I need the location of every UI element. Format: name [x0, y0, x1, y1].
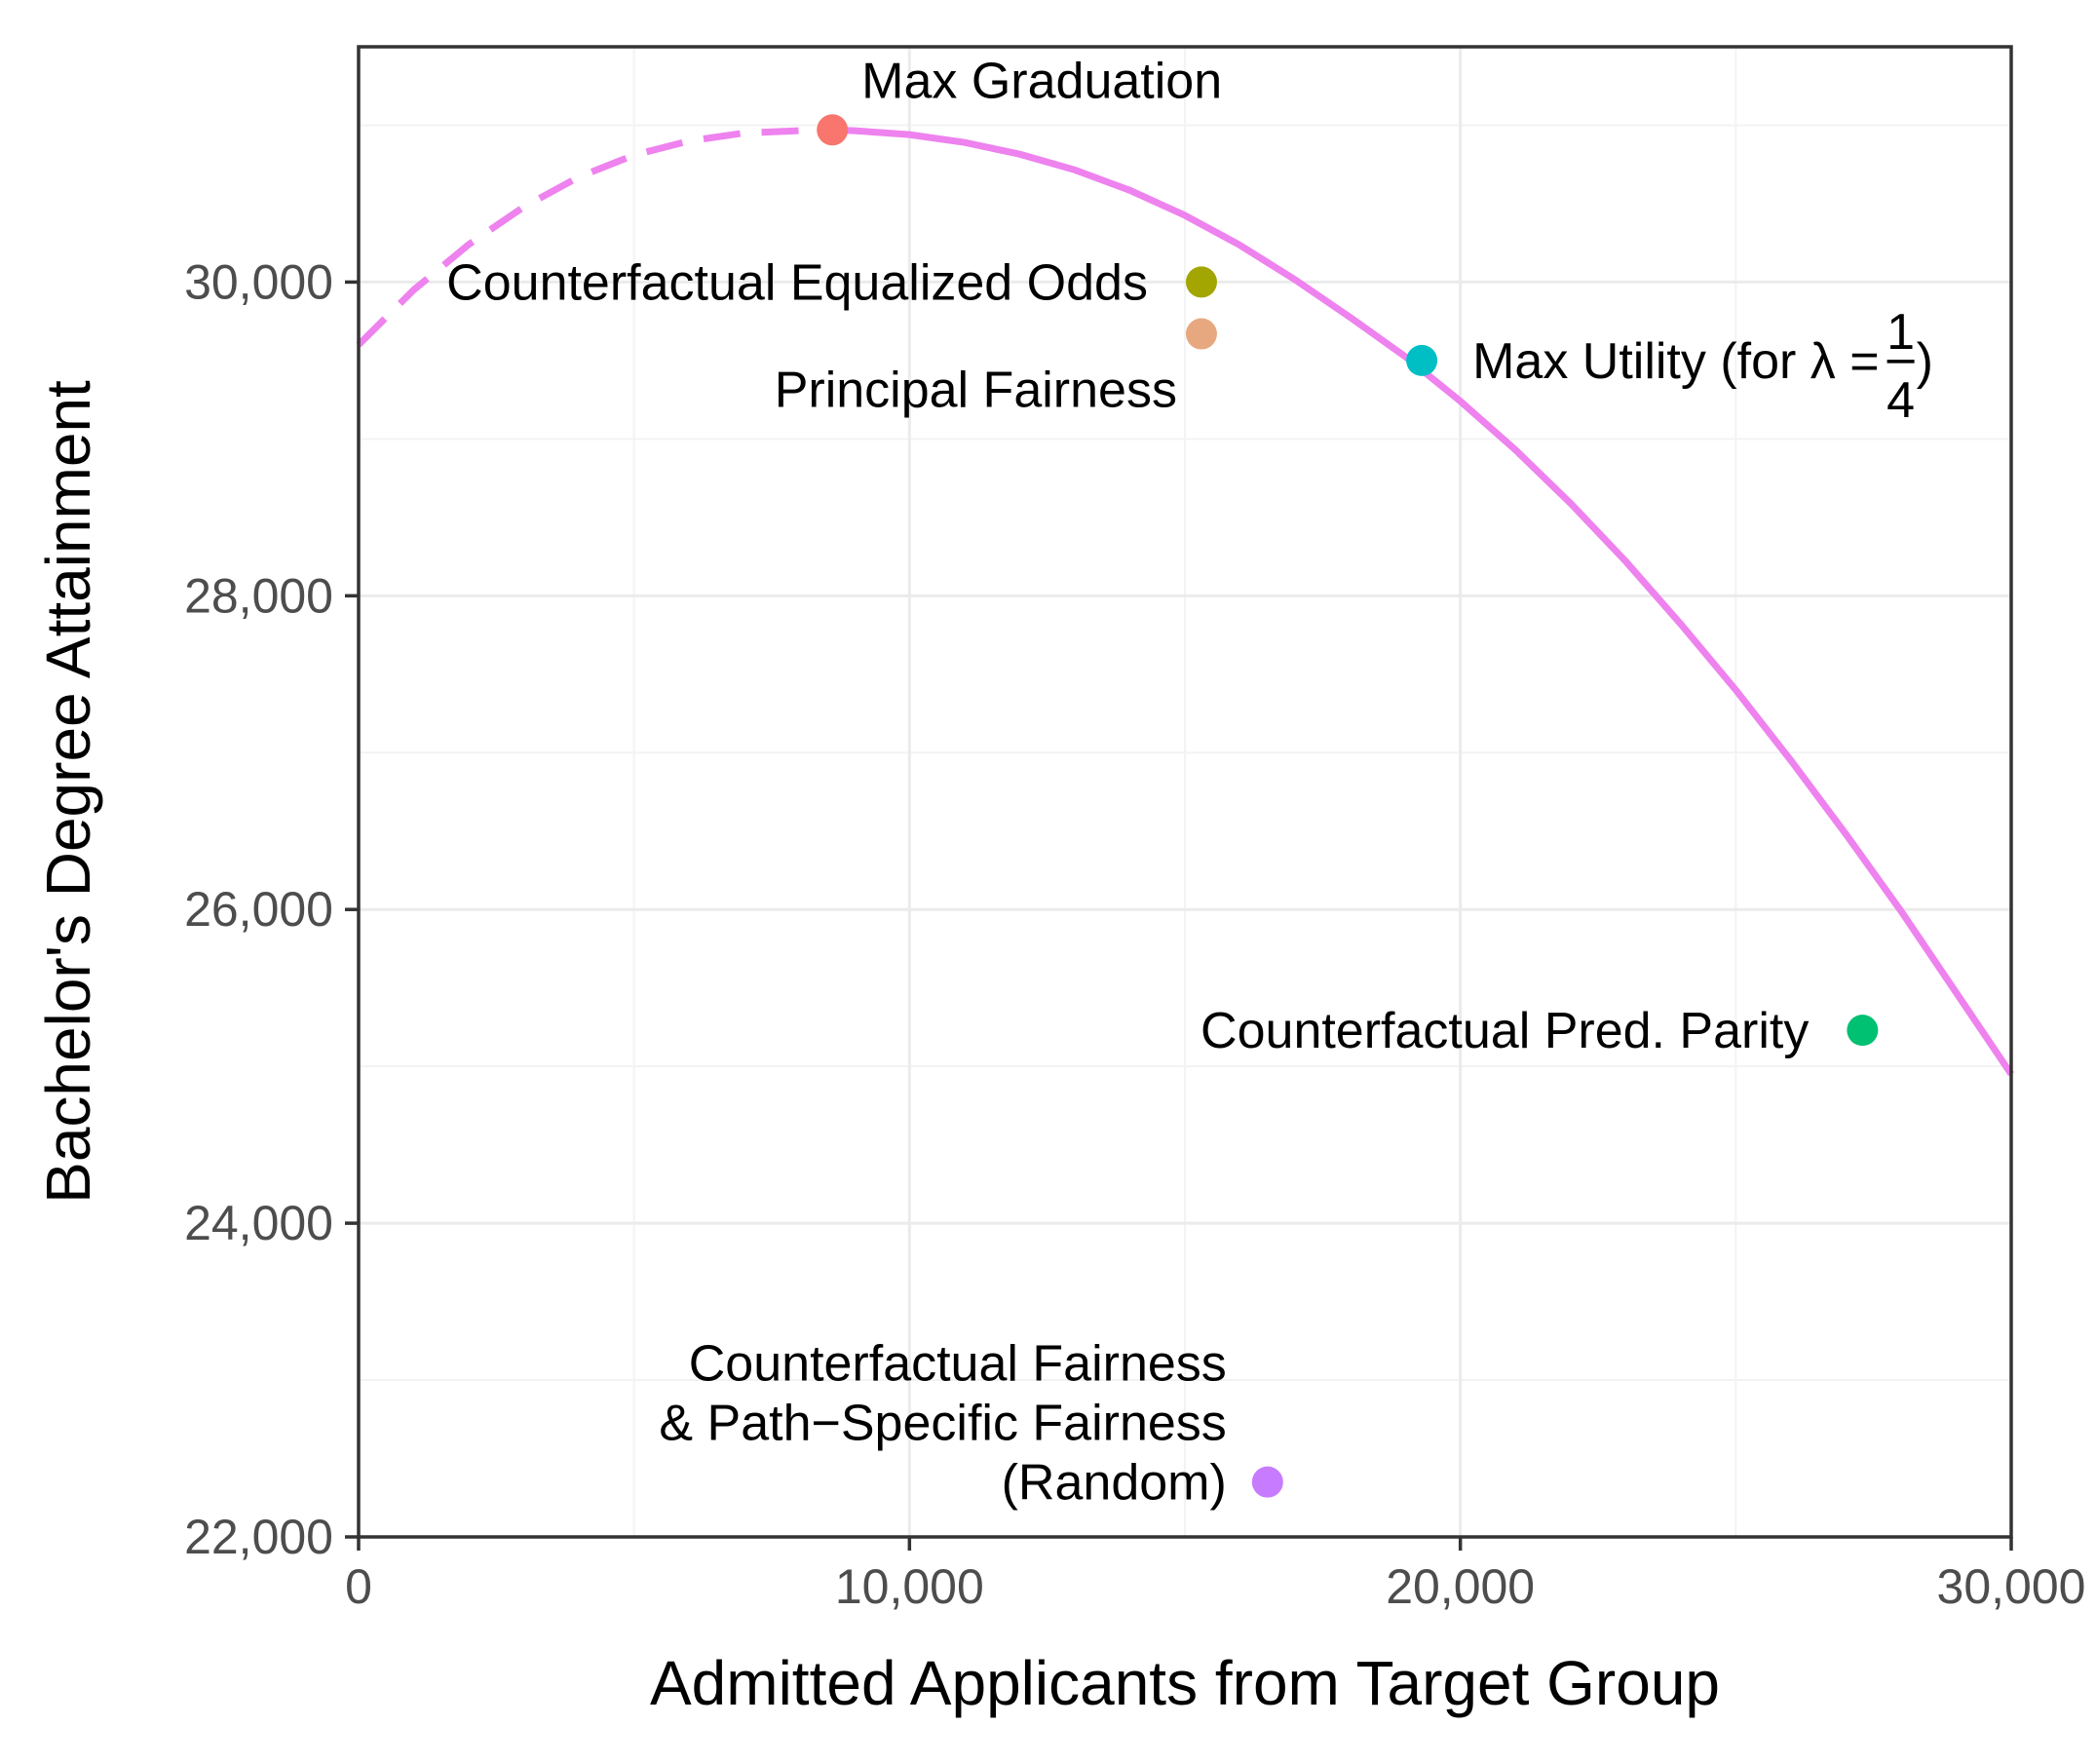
point-label-line: Counterfactual Fairness — [689, 1336, 1227, 1393]
y-tick-label: 22,000 — [184, 1510, 333, 1564]
x-tick-label: 20,000 — [1386, 1559, 1535, 1614]
plot-panel-border — [357, 45, 2013, 1539]
frontier-curve — [356, 126, 2014, 1077]
x-tick-label: 10,000 — [835, 1559, 984, 1614]
x-tick-label: 30,000 — [1937, 1559, 2086, 1614]
y-tick-label: 28,000 — [184, 568, 333, 623]
y-axis-title: Bachelor's Degree Attainment — [33, 380, 103, 1204]
y-tick-label: 26,000 — [184, 882, 333, 937]
x-axis-title: Admitted Applicants from Target Group — [650, 1648, 1720, 1718]
point-label: Max Graduation — [861, 53, 1222, 109]
y-tick-label: 24,000 — [184, 1196, 333, 1250]
points — [817, 114, 1879, 1498]
data-point — [1847, 1015, 1879, 1047]
fraction-numerator: 1 — [1886, 304, 1915, 361]
data-point — [1406, 344, 1438, 376]
point-labels: Max Graduation Counterfactual Equalized O… — [446, 53, 1933, 1511]
data-point — [817, 114, 849, 146]
point-label: Counterfactual Pred. Parity — [1200, 1003, 1809, 1059]
point-label-line: & Path−Specific Fairness — [659, 1396, 1226, 1452]
fraction-denominator: 4 — [1886, 372, 1915, 429]
point-label: Counterfactual Equalized Odds — [446, 254, 1148, 311]
point-label: Max Utility (for λ = — [1472, 333, 1880, 390]
point-label: Principal Fairness — [775, 363, 1177, 419]
data-point — [1251, 1466, 1283, 1498]
fraction-close-paren: ) — [1917, 333, 1933, 390]
frontier-curve-solid — [832, 126, 2014, 1077]
data-point — [1185, 318, 1217, 350]
axes: 0 10,000 20,000 30,000 22,000 24,000 26,000 28,… — [184, 254, 2085, 1614]
y-tick-label: 30,000 — [184, 254, 333, 309]
x-tick-label: 0 — [345, 1559, 372, 1614]
point-label-line: (Random) — [1002, 1455, 1227, 1512]
frontier-curve-dashed — [356, 126, 833, 348]
data-point — [1185, 266, 1217, 298]
